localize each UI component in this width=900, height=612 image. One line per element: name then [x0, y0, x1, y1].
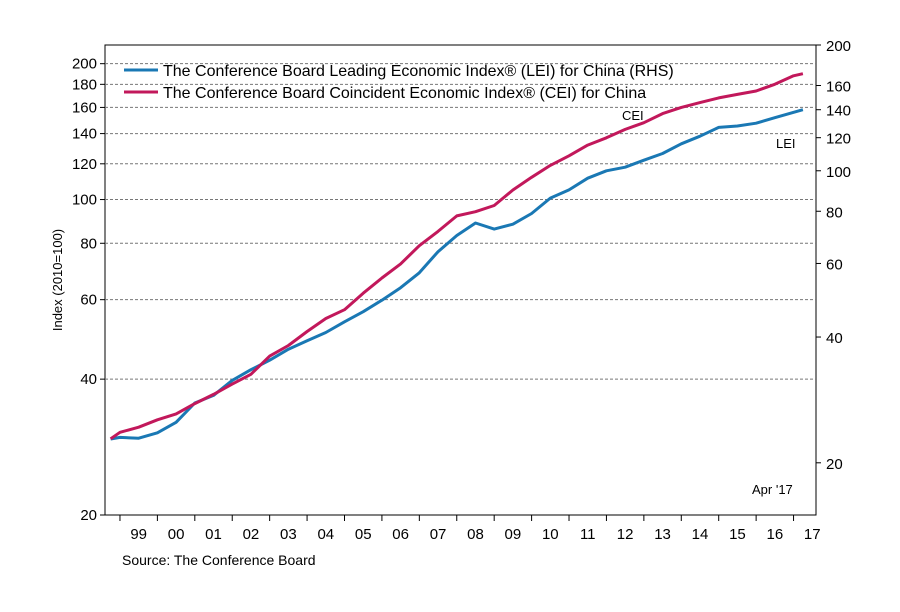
plot-area — [104, 44, 817, 516]
left-tick-label: 100 — [72, 192, 97, 209]
right-tick-label: 80 — [826, 204, 843, 221]
x-tick-label: 09 — [505, 526, 522, 543]
x-tick-label: 14 — [692, 526, 709, 543]
right-tick-label: 120 — [826, 131, 851, 148]
grid-layer — [105, 63, 816, 380]
legend: The Conference Board Leading Economic In… — [124, 63, 674, 102]
x-tick-label: 06 — [392, 526, 409, 543]
x-tick-label: 05 — [355, 526, 372, 543]
source-note: Source: The Conference Board — [122, 552, 316, 568]
right-tick-label: 100 — [826, 164, 851, 181]
x-tick-label: 00 — [168, 526, 185, 543]
left-tick-label: 200 — [72, 56, 97, 73]
annotation-cei: CEI — [622, 108, 644, 123]
x-tick-label: 12 — [617, 526, 634, 543]
right-axis: 20 40 60 80 100 120 140 160 200 — [816, 38, 851, 473]
x-tick-label: 99 — [130, 526, 147, 543]
x-tick-label: 13 — [654, 526, 671, 543]
right-tick-label: 140 — [826, 103, 851, 120]
x-tick-label: 10 — [542, 526, 559, 543]
left-tick-label: 40 — [80, 371, 97, 388]
y-axis-label: Index (2010=100) — [50, 229, 65, 331]
right-tick-label: 160 — [826, 78, 851, 95]
left-tick-label: 80 — [80, 235, 97, 252]
legend-label-cei: The Conference Board Coincident Economic… — [163, 85, 646, 102]
right-tick-label: 20 — [826, 456, 843, 473]
x-tick-label: 11 — [580, 526, 596, 543]
left-tick-label: 120 — [72, 156, 97, 173]
x-tick-label: 08 — [467, 526, 484, 543]
legend-label-lei: The Conference Board Leading Economic In… — [163, 63, 674, 80]
annotation-lei: LEI — [776, 136, 796, 151]
left-tick-label: 140 — [72, 126, 97, 143]
x-tick-label: 16 — [766, 526, 783, 543]
left-tick-label: 160 — [72, 99, 97, 116]
right-tick-label: 40 — [826, 330, 843, 347]
right-tick-label: 60 — [826, 256, 843, 273]
left-axis: 20 40 60 80 100 120 140 160 180 200 — [72, 56, 105, 524]
x-tick-label: 02 — [243, 526, 260, 543]
annotation-date: Apr '17 — [752, 482, 793, 497]
x-tick-label: 07 — [430, 526, 447, 543]
x-tick-label: 03 — [280, 526, 297, 543]
x-tick-label: 01 — [205, 526, 222, 543]
x-tick-label: 15 — [729, 526, 746, 543]
x-tick-label: 17 — [804, 526, 821, 543]
right-tick-label: 200 — [826, 38, 851, 55]
left-tick-label: 60 — [80, 292, 97, 309]
x-tick-label: 04 — [317, 526, 334, 543]
series-layer — [109, 72, 804, 441]
x-axis: 99 00 01 02 03 04 05 06 07 08 09 10 11 12 13 14 15 16 17 — [119, 515, 821, 543]
series-line-cei — [109, 72, 804, 441]
left-tick-label: 180 — [72, 76, 97, 93]
left-tick-label: 20 — [80, 507, 97, 524]
